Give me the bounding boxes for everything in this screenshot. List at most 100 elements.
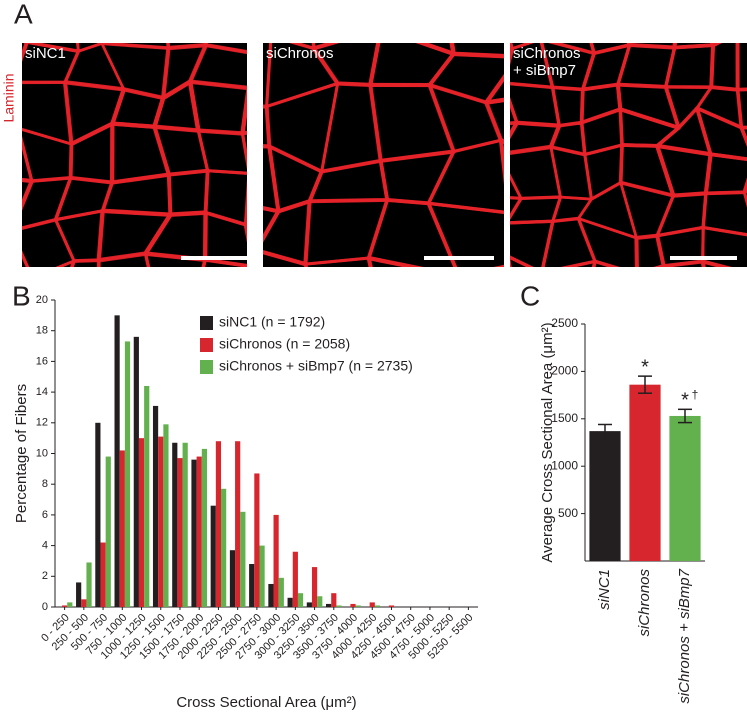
bar xyxy=(589,431,621,561)
bar xyxy=(297,593,304,607)
cell-outline xyxy=(263,250,309,267)
cell-outline xyxy=(100,43,171,50)
bar xyxy=(172,442,178,607)
bar xyxy=(62,605,68,607)
cell-outline xyxy=(166,43,208,50)
y-axis-title: Average Cross Sectional Area (μm²) xyxy=(539,322,556,562)
cell-outline xyxy=(735,87,747,130)
bar xyxy=(119,450,125,607)
cell-outline xyxy=(561,259,597,267)
image-label-box: siChronos + siBmp7 xyxy=(513,45,581,79)
bar xyxy=(374,605,381,607)
image-label-box: siChronos xyxy=(266,45,334,62)
bar xyxy=(287,597,293,607)
bar xyxy=(317,596,323,607)
image-label-box: siNC1 xyxy=(25,45,66,62)
bar xyxy=(326,603,332,607)
bar xyxy=(177,458,183,607)
image-label: siChronos + siBmp7 xyxy=(513,45,581,79)
cell-outline xyxy=(591,259,621,267)
bar xyxy=(331,593,337,607)
micrograph xyxy=(263,43,504,267)
cell-outline xyxy=(700,259,733,267)
y-tick-label: 8 xyxy=(42,478,48,490)
bar xyxy=(235,441,241,607)
bar xyxy=(163,424,169,607)
bar xyxy=(105,456,111,607)
legend-swatch xyxy=(200,338,213,352)
cell-outline xyxy=(493,264,504,267)
bar xyxy=(669,415,701,561)
cell-outline xyxy=(240,86,247,136)
bar xyxy=(100,542,106,607)
cell-outlines xyxy=(204,0,504,267)
cell-outline xyxy=(510,43,514,51)
bar xyxy=(114,315,120,607)
cell-outline xyxy=(204,0,271,36)
bar xyxy=(259,545,265,607)
y-tick-label: 1500 xyxy=(551,411,578,425)
cell-outline xyxy=(97,252,150,267)
bar xyxy=(240,511,246,607)
y-tick-label: 0 xyxy=(42,601,48,613)
cell-outline xyxy=(672,43,715,50)
bar xyxy=(191,459,197,607)
bar xyxy=(306,602,312,607)
cell-outline xyxy=(55,259,76,267)
bar xyxy=(249,564,255,607)
x-tick-label: siChronos + siBmp7 xyxy=(676,568,693,703)
bar xyxy=(86,562,92,607)
cell-outline xyxy=(661,259,706,267)
panel-label: B xyxy=(12,280,31,311)
cell-outline xyxy=(311,43,339,51)
legend-label: siNC1 (n = 1792) xyxy=(219,314,325,330)
bar xyxy=(311,567,318,607)
bar xyxy=(278,577,284,607)
panel-label: A xyxy=(14,0,33,29)
bar xyxy=(273,514,279,607)
bar xyxy=(388,605,395,607)
y-tick-label: 18 xyxy=(36,325,48,337)
cell-outline xyxy=(709,43,723,48)
cell-outline xyxy=(484,73,504,105)
bar xyxy=(210,505,216,607)
cell-outline xyxy=(577,217,639,267)
legend-swatch xyxy=(200,360,213,374)
y-tick-label: 2 xyxy=(42,570,48,582)
bar xyxy=(144,385,150,607)
y-tick-label: 4 xyxy=(42,540,48,552)
y-tick-label: 12 xyxy=(36,417,48,429)
y-tick-label: 1000 xyxy=(551,458,578,472)
bar xyxy=(76,582,82,607)
bar xyxy=(268,583,274,607)
bar xyxy=(369,602,375,607)
bar xyxy=(182,442,188,607)
bar xyxy=(124,341,131,607)
cell-outline xyxy=(510,219,555,267)
y-axis-title: Percentage of Fibers xyxy=(13,384,30,523)
bar xyxy=(67,602,73,607)
cell-outline xyxy=(69,258,101,267)
y-tick-label: 2000 xyxy=(551,364,578,378)
cell-outline xyxy=(366,197,458,267)
bar xyxy=(292,551,298,607)
cell-outlines xyxy=(22,43,247,267)
annotation: * xyxy=(681,390,689,412)
bar xyxy=(81,599,87,607)
cell-outline xyxy=(654,264,666,267)
image-label: siNC1 xyxy=(25,45,66,62)
y-tick-label: 20 xyxy=(36,294,48,306)
bar xyxy=(133,336,139,607)
cell-outline xyxy=(196,129,247,175)
cell-outlines xyxy=(510,43,747,267)
y-tick-label: 10 xyxy=(36,447,48,459)
cell-outline xyxy=(188,43,247,90)
bar xyxy=(196,456,202,607)
cell-outline xyxy=(510,43,534,51)
cell-outline xyxy=(626,43,677,50)
cell-outline xyxy=(701,225,747,267)
cell-outline xyxy=(203,210,247,267)
x-tick-label: siNC1 xyxy=(596,569,613,610)
bar xyxy=(350,603,356,607)
